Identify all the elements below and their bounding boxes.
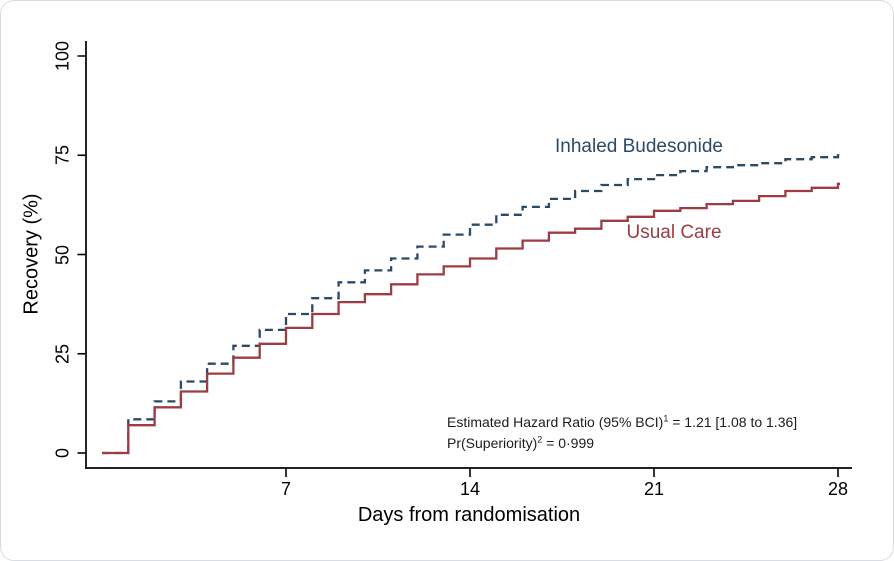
axis-ticks [77,55,839,477]
budesonide-curve [102,154,844,455]
axes [85,41,852,469]
usual-care-curve [102,182,840,455]
